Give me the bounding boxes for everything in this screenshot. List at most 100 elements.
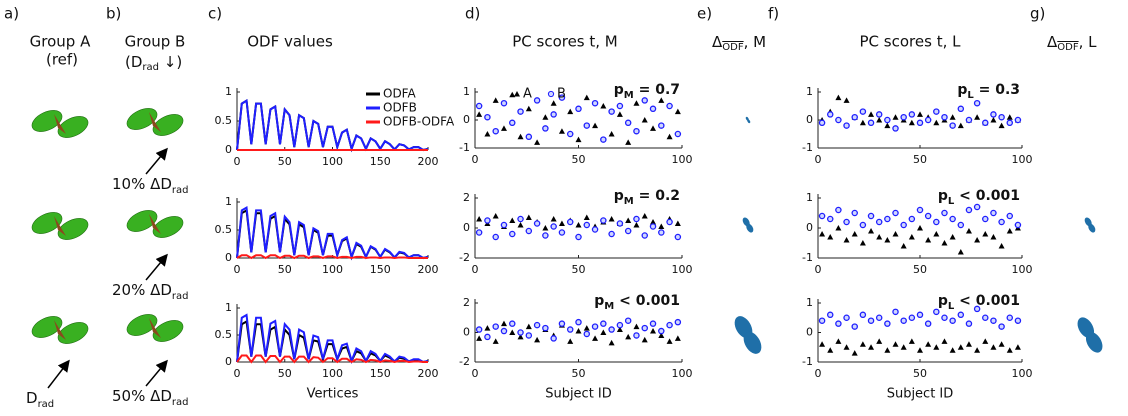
point-b bbox=[550, 335, 557, 342]
x-tick-label: 50 bbox=[572, 367, 586, 380]
point-b bbox=[525, 227, 533, 235]
point-b bbox=[998, 323, 1005, 330]
point-b bbox=[916, 119, 924, 127]
point-b bbox=[616, 102, 624, 110]
point-b bbox=[957, 105, 965, 113]
x-tick-label: 100 bbox=[1012, 153, 1033, 166]
point-a bbox=[608, 339, 615, 346]
point-a bbox=[575, 222, 582, 228]
y-tick-label: 2 bbox=[463, 296, 470, 309]
point-a bbox=[509, 329, 516, 335]
point-b bbox=[558, 94, 566, 101]
y-tick-label: -2 bbox=[459, 251, 470, 264]
text-part: p bbox=[594, 293, 604, 309]
x-tick-label: 200 bbox=[418, 155, 439, 168]
point-a bbox=[674, 220, 681, 226]
x-axis-label: Subject ID bbox=[545, 387, 612, 402]
point-a bbox=[476, 111, 483, 117]
point-b bbox=[1006, 212, 1014, 220]
point-a bbox=[925, 341, 932, 347]
point-a bbox=[509, 217, 516, 223]
point-b bbox=[826, 111, 834, 118]
point-a bbox=[658, 332, 665, 338]
column-header: ODF values bbox=[247, 33, 333, 51]
column-note: (ref) bbox=[46, 51, 78, 69]
point-a bbox=[525, 323, 532, 330]
point-b bbox=[641, 324, 648, 332]
y-tick-label: 1 bbox=[806, 191, 813, 204]
delta-glyph bbox=[731, 313, 765, 357]
point-a bbox=[476, 216, 483, 222]
point-a bbox=[517, 222, 524, 228]
point-b bbox=[475, 102, 483, 110]
x-tick-label: 200 bbox=[418, 263, 439, 276]
point-b bbox=[600, 320, 607, 327]
point-a bbox=[819, 231, 826, 237]
point-a bbox=[827, 234, 834, 240]
y-tick-label: 1 bbox=[806, 296, 813, 309]
text-part: < 0.001 bbox=[614, 293, 680, 309]
point-a bbox=[917, 111, 923, 117]
point-a bbox=[666, 338, 673, 344]
point-b bbox=[884, 320, 891, 327]
point-b bbox=[608, 230, 615, 238]
point-a bbox=[484, 325, 491, 331]
point-b bbox=[949, 317, 956, 324]
point-b bbox=[591, 99, 599, 107]
point-a bbox=[917, 347, 923, 353]
point-b bbox=[1014, 317, 1022, 324]
x-tick-label: 0 bbox=[815, 153, 822, 166]
point-b bbox=[924, 116, 932, 124]
point-b bbox=[965, 206, 973, 214]
y-tick-label: 0.5 bbox=[215, 114, 233, 127]
point-a bbox=[583, 214, 590, 220]
point-a bbox=[974, 114, 981, 120]
y-tick-label: 0 bbox=[463, 326, 470, 339]
point-b bbox=[982, 215, 989, 223]
point-a bbox=[835, 94, 842, 101]
point-a bbox=[492, 338, 499, 344]
point-a bbox=[990, 344, 997, 350]
point-b bbox=[542, 232, 549, 239]
x-tick-label: 0 bbox=[815, 263, 822, 276]
point-b bbox=[484, 333, 491, 341]
panel-label: d) bbox=[465, 5, 480, 23]
subscript: rad bbox=[172, 185, 189, 196]
p-value: pM = 0.7 bbox=[614, 82, 680, 101]
point-a bbox=[616, 326, 623, 333]
point-a bbox=[925, 237, 932, 243]
subscript: rad bbox=[38, 399, 55, 410]
point-a bbox=[567, 108, 574, 115]
point-a bbox=[941, 240, 948, 246]
text-part: 50% ΔD bbox=[112, 387, 172, 405]
point-b bbox=[982, 119, 989, 127]
point-a bbox=[1006, 114, 1013, 120]
x-tick-label: 100 bbox=[1012, 367, 1033, 380]
panel-label: e) bbox=[697, 5, 712, 23]
point-b bbox=[616, 321, 624, 329]
row-label: 10% ΔDrad bbox=[112, 175, 189, 197]
point-b bbox=[859, 311, 867, 319]
row-label: Drad bbox=[26, 389, 54, 411]
point-b bbox=[835, 116, 842, 124]
subscript: M bbox=[604, 301, 614, 312]
x-tick-label: 0 bbox=[472, 367, 479, 380]
point-b bbox=[666, 321, 673, 329]
point-a bbox=[550, 216, 557, 222]
point-a bbox=[843, 237, 850, 243]
point-a bbox=[616, 111, 623, 117]
point-b bbox=[633, 127, 640, 135]
subscript: ODF bbox=[1057, 42, 1079, 53]
point-b bbox=[500, 99, 508, 107]
text-part: (D bbox=[125, 53, 142, 71]
point-b bbox=[851, 113, 858, 121]
arrow bbox=[47, 359, 70, 389]
point-b bbox=[542, 324, 549, 332]
subscript: M bbox=[624, 196, 634, 207]
odf-glyph bbox=[28, 207, 92, 245]
point-a bbox=[625, 217, 632, 223]
point-a bbox=[933, 344, 940, 350]
point-b bbox=[941, 209, 948, 217]
y-tick-label: 0.5 bbox=[215, 223, 233, 236]
point-b bbox=[835, 320, 842, 327]
